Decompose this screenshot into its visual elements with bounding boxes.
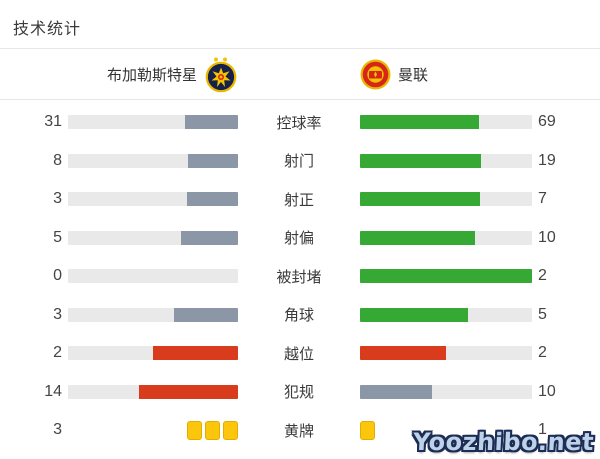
stat-label: 角球 xyxy=(283,307,314,325)
home-bar xyxy=(68,346,238,361)
page-title: 技术统计 xyxy=(13,21,82,38)
home-team: 布加勒斯特星 xyxy=(107,49,238,99)
team-header: 布加勒斯特星 曼联 xyxy=(0,49,600,99)
away-bar-fill xyxy=(360,192,481,207)
stat-label: 射正 xyxy=(283,191,314,209)
home-value: 14 xyxy=(44,382,62,400)
stat-row-shots-on-target: 3 射正 7 xyxy=(0,180,600,219)
stat-row-yellow-cards: 3 黄牌 1 xyxy=(0,411,600,450)
away-bar xyxy=(360,384,532,399)
home-bar-fill xyxy=(187,192,238,207)
stat-label: 控球率 xyxy=(276,114,322,132)
stat-row-blocked: 0 被封堵 2 xyxy=(0,257,600,296)
away-yellow-cards xyxy=(360,411,532,450)
away-bar-fill xyxy=(360,153,482,168)
away-bar xyxy=(360,192,532,207)
home-value: 3 xyxy=(53,305,62,323)
away-value: 2 xyxy=(538,344,547,362)
home-value: 3 xyxy=(53,190,62,208)
yellow-card-icon xyxy=(360,420,375,440)
stat-row-possession: 31 控球率 69 xyxy=(0,103,600,142)
away-value: 1 xyxy=(538,421,547,439)
away-bar-fill xyxy=(360,230,475,245)
stat-label: 黄牌 xyxy=(283,422,314,440)
away-value: 7 xyxy=(538,190,547,208)
home-bar xyxy=(68,115,238,130)
stat-label: 被封堵 xyxy=(276,268,322,286)
home-bar-fill xyxy=(153,346,238,361)
home-value: 5 xyxy=(53,228,62,246)
stat-label: 射偏 xyxy=(283,230,314,248)
away-bar xyxy=(360,230,532,245)
home-value: 31 xyxy=(44,113,62,131)
away-bar-fill xyxy=(360,307,468,322)
stat-label: 犯规 xyxy=(283,384,314,402)
home-value: 2 xyxy=(53,344,62,362)
home-bar xyxy=(68,153,238,168)
yellow-card-icon xyxy=(205,420,220,440)
home-value: 0 xyxy=(53,267,62,285)
away-team: 曼联 xyxy=(360,49,428,99)
away-bar-fill xyxy=(360,115,479,130)
watermark: Yoozhibo.net xyxy=(412,428,595,456)
away-bar-fill xyxy=(360,269,532,284)
man-united-crest-icon xyxy=(360,59,391,89)
away-bar xyxy=(360,307,532,322)
divider xyxy=(0,99,600,100)
stat-label: 越位 xyxy=(283,345,314,363)
away-team-name: 曼联 xyxy=(398,66,429,84)
away-bar xyxy=(360,115,532,130)
away-bar xyxy=(360,346,532,361)
stat-row-shots-off-target: 5 射偏 10 xyxy=(0,219,600,258)
home-team-name: 布加勒斯特星 xyxy=(106,66,197,84)
away-value: 10 xyxy=(538,382,556,400)
home-value: 8 xyxy=(53,151,62,169)
stat-row-shots: 8 射门 19 xyxy=(0,142,600,181)
home-bar-fill xyxy=(185,115,238,130)
stat-row-fouls: 14 犯规 10 xyxy=(0,373,600,412)
home-bar xyxy=(68,384,238,399)
stat-row-corners: 3 角球 5 xyxy=(0,296,600,335)
home-bar xyxy=(68,307,238,322)
home-bar-fill xyxy=(174,307,238,322)
away-value: 19 xyxy=(538,151,556,169)
home-bar xyxy=(68,192,238,207)
away-bar-fill xyxy=(360,346,446,361)
divider xyxy=(0,48,600,49)
away-bar xyxy=(360,153,532,168)
home-bar-fill xyxy=(138,384,238,399)
stat-row-offsides: 2 越位 2 xyxy=(0,334,600,373)
away-value: 2 xyxy=(538,267,547,285)
away-value: 69 xyxy=(538,113,556,131)
stat-label: 射门 xyxy=(283,153,314,171)
home-yellow-cards xyxy=(68,411,238,450)
yellow-card-icon xyxy=(223,420,238,440)
yellow-card-icon xyxy=(187,420,202,440)
home-bar xyxy=(68,269,238,284)
home-bar-fill xyxy=(187,153,238,168)
steaua-crest-icon xyxy=(205,57,237,92)
away-value: 10 xyxy=(538,228,556,246)
away-value: 5 xyxy=(538,305,547,323)
away-bar-fill xyxy=(360,384,432,399)
home-value: 3 xyxy=(53,421,62,439)
home-bar-fill xyxy=(181,230,238,245)
away-bar xyxy=(360,269,532,284)
home-bar xyxy=(68,230,238,245)
stats-table: 31 控球率 69 8 射门 19 3 射正 7 5 射偏 10 xyxy=(0,100,600,450)
